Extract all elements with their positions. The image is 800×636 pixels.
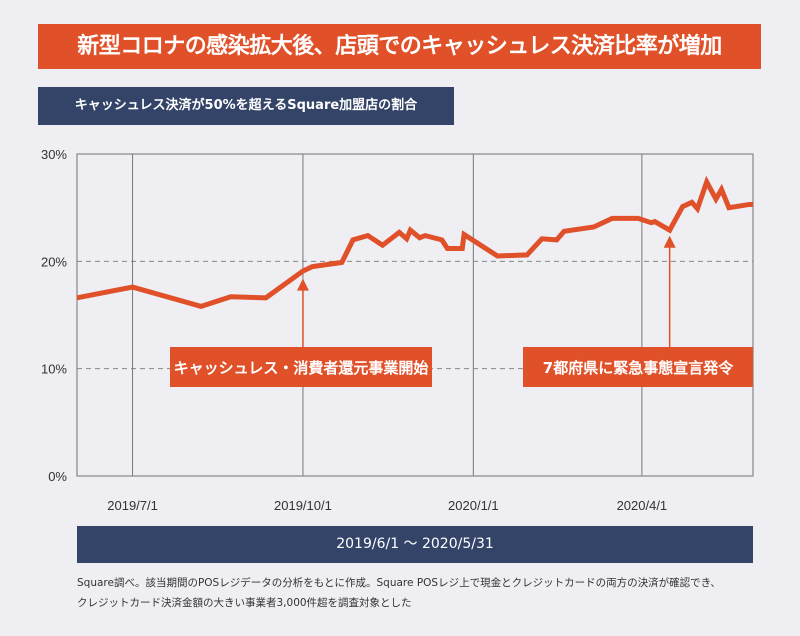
y-tick-label: 10% xyxy=(41,362,67,377)
y-tick-label: 0% xyxy=(48,469,67,484)
arrow-head-icon xyxy=(663,235,676,248)
plot-frame xyxy=(76,153,754,477)
annotation-box xyxy=(523,347,753,387)
x-tick-label: 2020/4/1 xyxy=(617,498,668,513)
annotation-label: 7都府県に緊急事態宣言発令 xyxy=(543,359,734,377)
y-tick-label: 30% xyxy=(41,147,67,162)
series-line xyxy=(76,175,753,310)
period-banner: 2019/6/1 〜 2020/5/31 xyxy=(77,526,753,563)
y-tick-label: 20% xyxy=(41,254,67,269)
note-line-2: クレジットカード決済金額の大きい事業者3,000件超を調査対象とした xyxy=(77,597,412,609)
x-tick-label: 2019/7/1 xyxy=(107,498,158,513)
source-note: Square調べ。該当期間のPOSレジデータの分析をもとに作成。Square P… xyxy=(77,573,777,613)
chart-subtitle: キャッシュレス決済が50%を超えるSquare加盟店の割合 xyxy=(38,87,454,125)
annotation-box xyxy=(170,347,432,387)
note-line-1: Square調べ。該当期間のPOSレジデータの分析をもとに作成。Square P… xyxy=(77,577,721,589)
x-tick-label: 2019/10/1 xyxy=(274,498,332,513)
arrow-head-icon xyxy=(296,278,309,291)
x-tick-label: 2020/1/1 xyxy=(448,498,499,513)
annotation-label: キャッシュレス・消費者還元事業開始 xyxy=(174,359,429,377)
page-title: 新型コロナの感染拡大後、店頭でのキャッシュレス決済比率が増加 xyxy=(38,24,761,69)
